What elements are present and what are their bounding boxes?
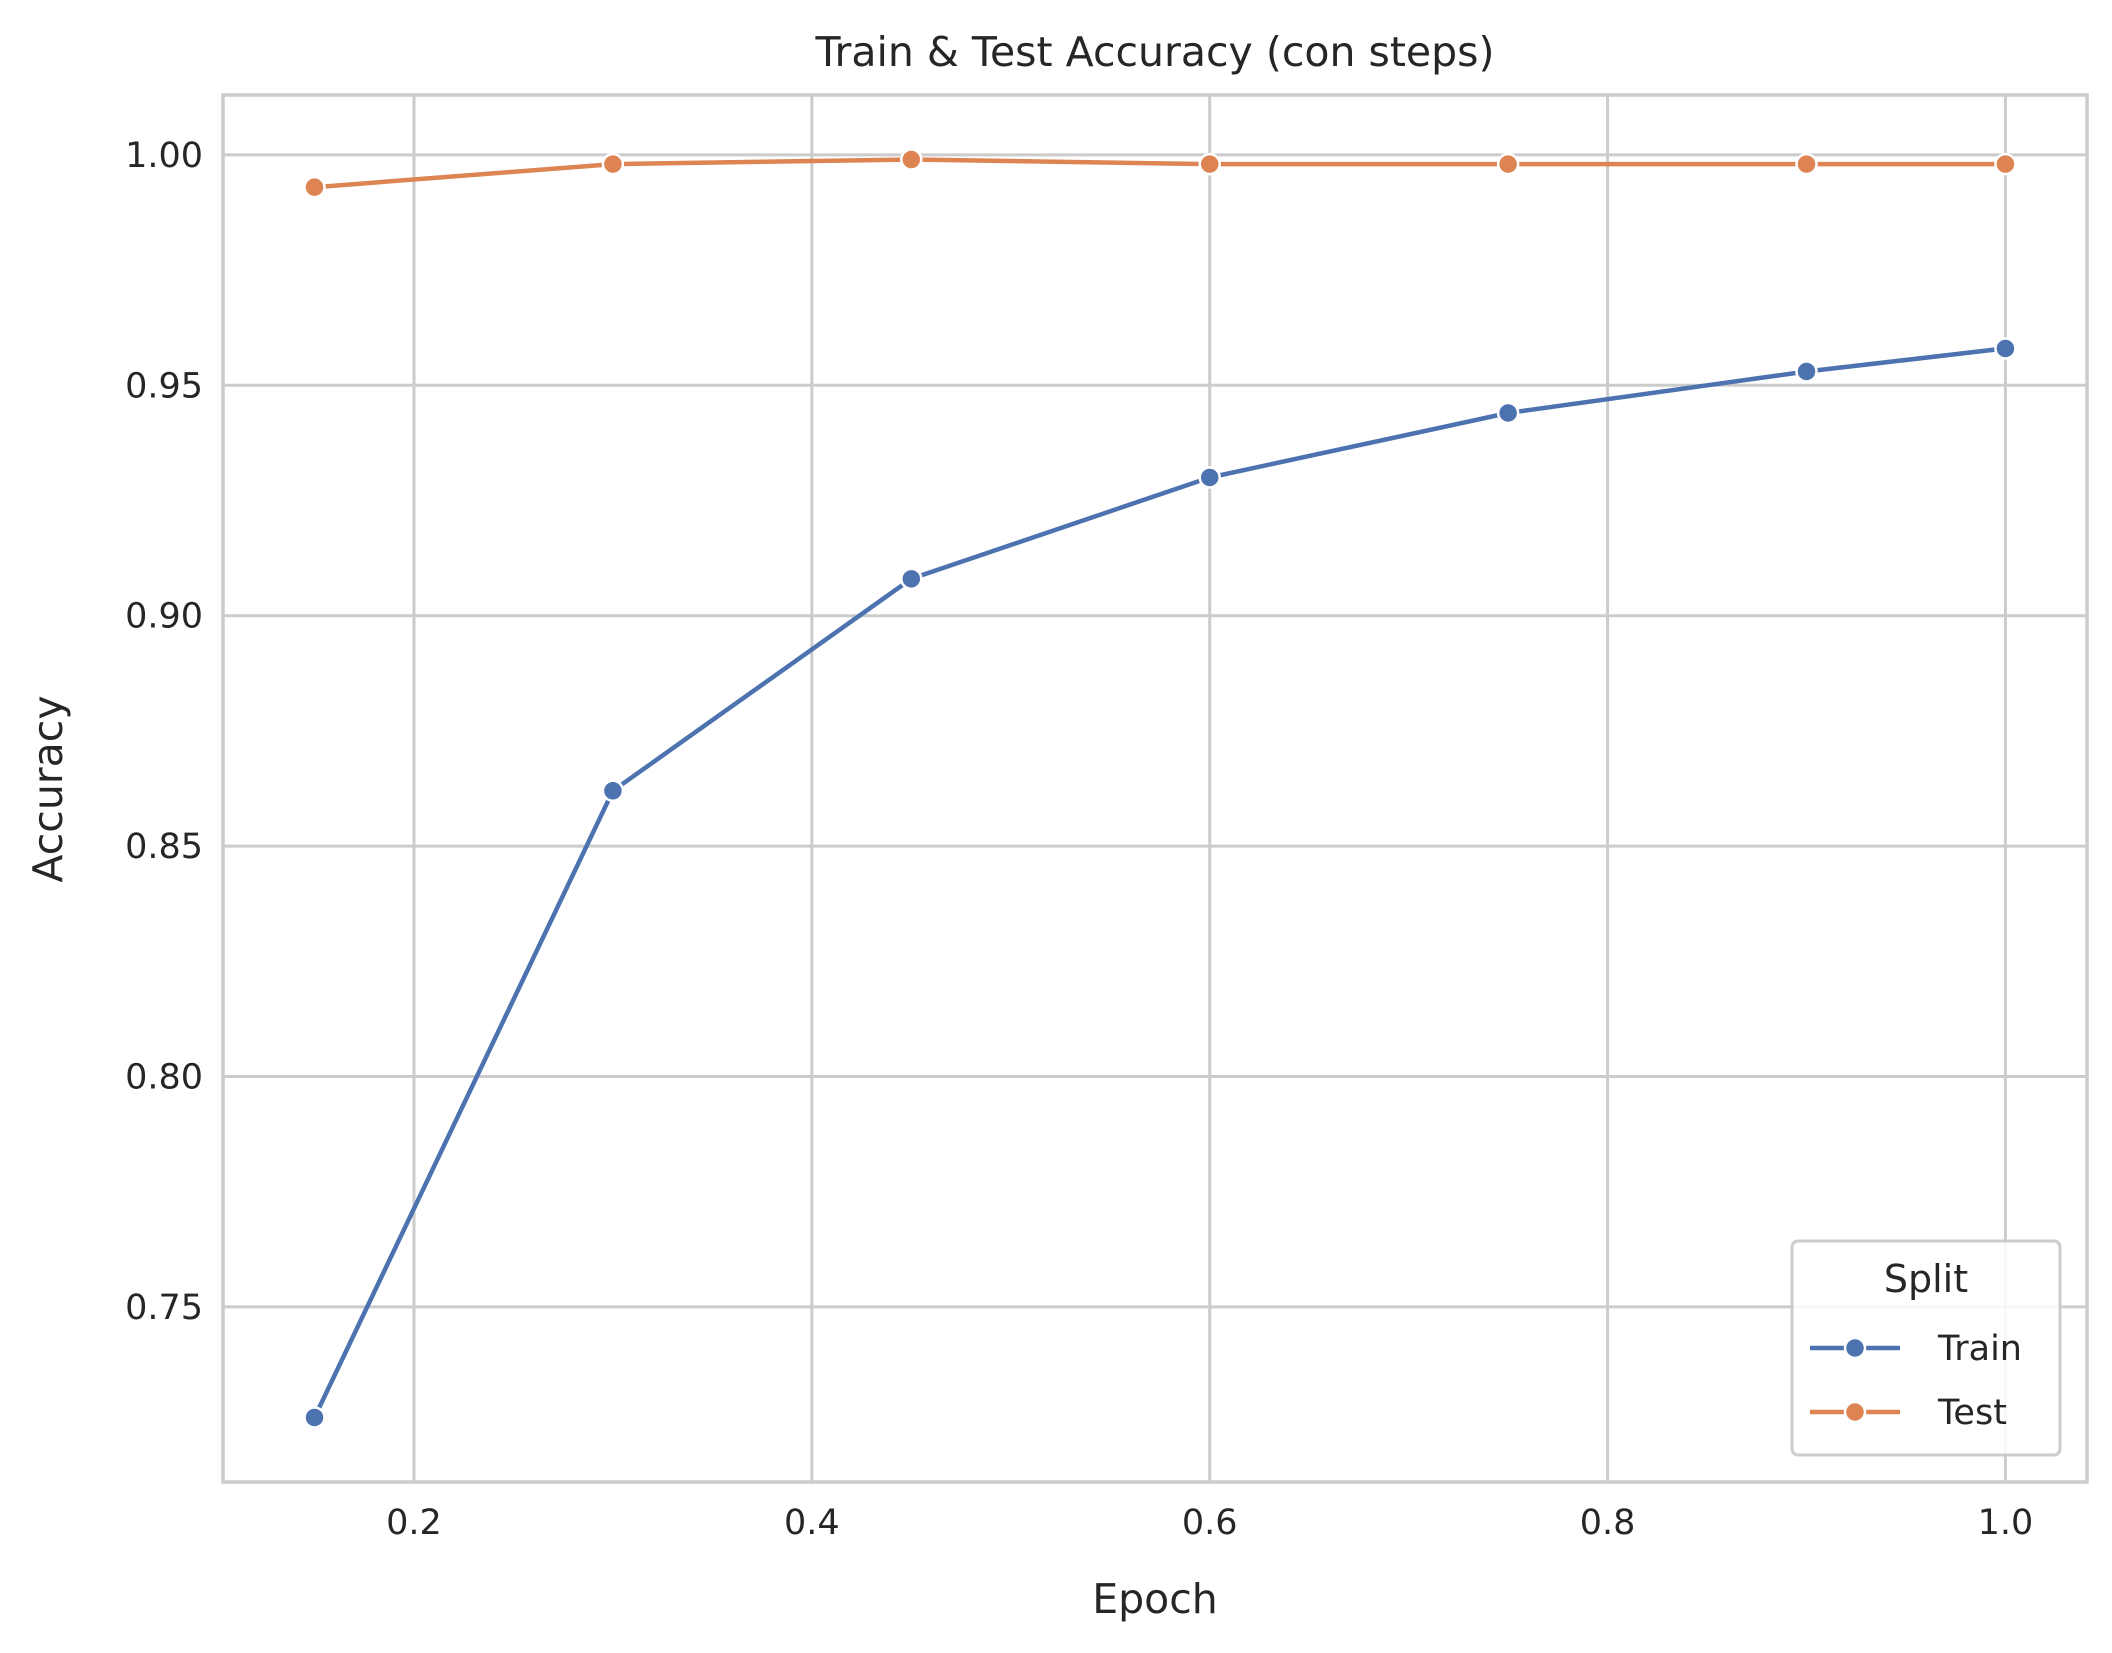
data-point-test — [1795, 152, 1818, 176]
plot-area-frame — [221, 93, 2089, 1484]
data-point-train — [1198, 466, 1221, 489]
legend-marker-swatch — [1843, 1336, 1867, 1360]
x-tick-label: 0.6 — [1182, 1503, 1238, 1543]
y-tick-label: 0.75 — [125, 1288, 203, 1328]
data-point-test — [303, 175, 326, 199]
data-point-test — [1496, 152, 1520, 176]
legend-entries: Train Test — [1810, 1329, 2022, 1433]
y-tick-label: 0.85 — [125, 827, 203, 867]
y-tick-label: 0.95 — [125, 366, 203, 406]
legend-label: Test — [1937, 1393, 2007, 1433]
y-tick-label: 0.90 — [125, 597, 203, 637]
series-train — [303, 337, 2017, 1429]
series-lines — [303, 148, 2017, 1429]
legend-marker-swatch — [1843, 1400, 1867, 1424]
data-point-train — [900, 567, 923, 591]
data-point-train — [1994, 337, 2017, 360]
x-tick-label: 1.0 — [1978, 1503, 2034, 1543]
x-axis-label: Epoch — [1092, 1575, 1218, 1623]
grid-lines — [223, 95, 2087, 1482]
legend-title: Split — [1884, 1257, 1968, 1301]
y-axis-ticks: 0.75 0.80 0.85 0.90 0.95 1.00 — [125, 136, 203, 1328]
x-tick-label: 0.2 — [386, 1503, 442, 1543]
data-point-train — [303, 1406, 326, 1429]
data-point-train — [1795, 360, 1818, 383]
chart-title: Train & Test Accuracy (con steps) — [814, 28, 1494, 76]
y-tick-label: 1.00 — [125, 136, 203, 176]
series-test — [303, 148, 2017, 199]
data-point-test — [1994, 152, 2017, 176]
data-point-test — [1198, 152, 1221, 176]
x-tick-label: 0.8 — [1580, 1503, 1636, 1543]
y-axis-label: Accuracy — [24, 695, 72, 882]
legend-entry-test: Test — [1810, 1393, 2007, 1433]
data-point-train — [1496, 401, 1520, 425]
data-point-train — [601, 779, 625, 803]
x-axis-ticks: 0.2 0.4 0.6 0.8 1.0 — [386, 1503, 2033, 1543]
legend: Split Train Test — [1790, 1239, 2062, 1457]
legend-entry-train: Train — [1810, 1329, 2022, 1369]
data-point-test — [900, 148, 923, 171]
legend-label: Train — [1937, 1329, 2022, 1369]
data-point-test — [601, 152, 625, 176]
x-tick-label: 0.4 — [784, 1503, 840, 1543]
y-tick-label: 0.80 — [125, 1057, 203, 1097]
